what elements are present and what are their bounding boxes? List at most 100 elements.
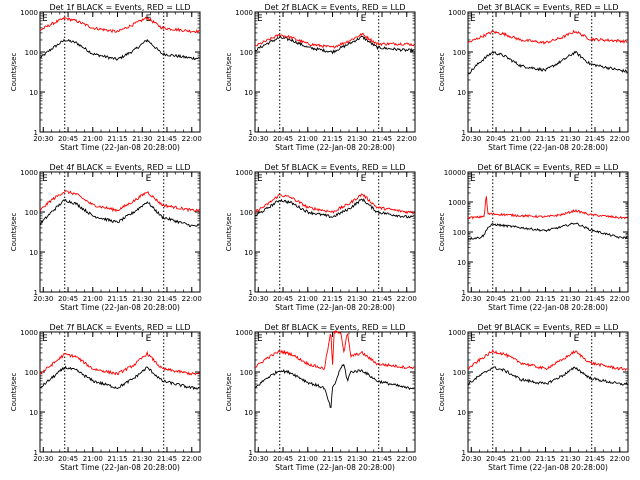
y-axis-label: Counts/sec <box>10 373 18 412</box>
x-tick-label: 21:15 <box>107 295 127 303</box>
y-tick-label: 10 <box>244 249 253 257</box>
x-axis-label: Start Time (22-Jan-08 20:28:00) <box>275 303 395 312</box>
x-tick-label: 21:30 <box>560 455 580 463</box>
y-tick-label: 1000 <box>20 329 38 337</box>
x-tick-label: 21:30 <box>132 295 152 303</box>
x-tick-label: 21:00 <box>511 295 531 303</box>
x-tick-label: 20:45 <box>486 295 506 303</box>
x-tick-label: 20:45 <box>273 295 293 303</box>
y-tick-label: 1 <box>34 289 38 297</box>
x-tick-label: 22:00 <box>182 135 202 143</box>
series-events-line <box>254 363 415 409</box>
corner-mark: E <box>42 174 48 184</box>
plot-frame <box>254 11 416 133</box>
x-tick-label: 21:45 <box>157 135 177 143</box>
series-lld-line <box>39 16 200 34</box>
x-tick-label: 20:30 <box>33 295 53 303</box>
x-tick-label: 22:00 <box>397 455 417 463</box>
x-tick-label: 21:30 <box>560 295 580 303</box>
panel-title: Det 2f BLACK = Events, RED = LLD <box>264 3 405 12</box>
series-lld-line <box>39 190 200 213</box>
x-tick-label: 21:30 <box>132 455 152 463</box>
series-lld-line <box>255 330 415 371</box>
y-tick-label: 100 <box>25 369 38 377</box>
y-tick-label: 1000 <box>448 199 466 207</box>
x-tick-label: 21:15 <box>535 135 555 143</box>
y-axis-label: Counts/sec <box>10 53 18 92</box>
x-tick-label: 21:15 <box>107 455 127 463</box>
corner-mark: E <box>257 334 263 344</box>
plot-frame <box>467 11 629 133</box>
series-lld-line <box>254 32 415 49</box>
panel-title: Det 7f BLACK = Events, RED = LLD <box>49 323 190 332</box>
y-tick-label: 100 <box>240 369 253 377</box>
y-axis-label: Counts/sec <box>10 213 18 252</box>
y-tick-label: 1 <box>462 289 466 297</box>
x-axis-label: Start Time (22-Jan-08 20:28:00) <box>488 303 608 312</box>
x-axis-label: Start Time (22-Jan-08 20:28:00) <box>488 143 608 152</box>
x-tick-label: 21:45 <box>157 295 177 303</box>
x-tick-label: 22:00 <box>397 135 417 143</box>
x-tick-label: 21:30 <box>347 135 367 143</box>
y-tick-label: 10 <box>244 409 253 417</box>
x-tick-label: 21:45 <box>585 295 605 303</box>
x-tick-label: 21:00 <box>298 295 318 303</box>
x-tick-label: 20:45 <box>58 455 78 463</box>
y-tick-label: 1 <box>462 449 466 457</box>
y-tick-label: 10 <box>457 259 466 267</box>
y-tick-label: 1 <box>34 449 38 457</box>
y-tick-label: 10 <box>29 89 38 97</box>
x-tick-label: 20:30 <box>248 295 268 303</box>
plot-frame <box>467 331 629 453</box>
corner-mark: E <box>146 174 152 184</box>
x-axis-label: Start Time (22-Jan-08 20:28:00) <box>488 463 608 472</box>
series-events-line <box>255 198 415 219</box>
panel-title: Det 5f BLACK = Events, RED = LLD <box>264 163 405 172</box>
x-tick-label: 21:15 <box>107 135 127 143</box>
x-tick-label: 20:45 <box>486 455 506 463</box>
x-tick-label: 20:30 <box>248 135 268 143</box>
panel-title: Det 3f BLACK = Events, RED = LLD <box>477 3 618 12</box>
plot-frame <box>39 11 201 133</box>
x-tick-label: 21:00 <box>298 135 318 143</box>
y-tick-label: 1 <box>462 129 466 137</box>
x-axis-label: Start Time (22-Jan-08 20:28:00) <box>275 463 395 472</box>
series-lld-line <box>467 29 628 46</box>
x-tick-label: 21:45 <box>157 455 177 463</box>
x-tick-label: 21:30 <box>560 135 580 143</box>
plot-frame <box>39 331 201 453</box>
corner-mark: E <box>146 334 152 344</box>
x-tick-label: 21:00 <box>83 455 103 463</box>
x-tick-label: 21:45 <box>372 295 392 303</box>
x-tick-label: 20:30 <box>33 455 53 463</box>
y-tick-label: 100 <box>453 369 466 377</box>
y-tick-label: 1 <box>249 129 253 137</box>
series-events-line <box>254 35 415 55</box>
y-tick-label: 10 <box>244 89 253 97</box>
corner-mark: E <box>257 174 263 184</box>
y-axis-label: Counts/sec <box>225 53 233 92</box>
x-tick-label: 21:45 <box>372 455 392 463</box>
y-tick-label: 100 <box>240 209 253 217</box>
panel-title: Det 8f BLACK = Events, RED = LLD <box>264 323 405 332</box>
corner-mark: E <box>470 174 476 184</box>
x-tick-label: 21:00 <box>83 295 103 303</box>
series-events-line <box>39 365 200 391</box>
x-axis-label: Start Time (22-Jan-08 20:28:00) <box>60 143 180 152</box>
y-axis-label: Counts/sec <box>438 213 446 252</box>
y-tick-label: 100 <box>25 49 38 57</box>
x-tick-label: 21:15 <box>535 455 555 463</box>
x-tick-label: 22:00 <box>610 295 630 303</box>
series-events-line <box>467 366 628 386</box>
corner-mark: E <box>257 14 263 24</box>
